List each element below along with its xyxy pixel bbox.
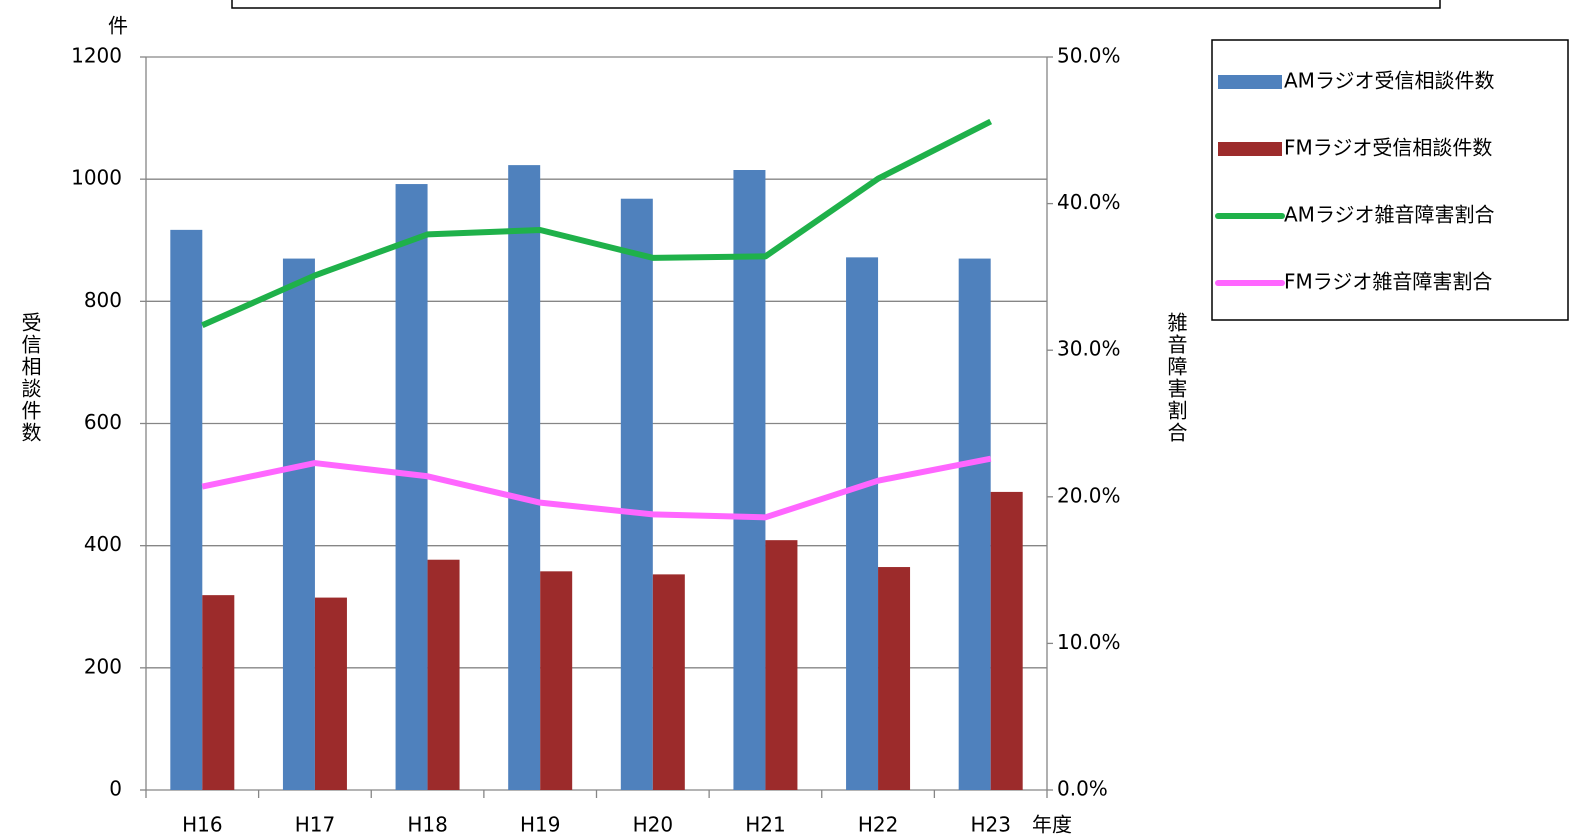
legend-label: AMラジオ受信相談件数: [1284, 69, 1495, 93]
x-tick-label: H18: [407, 813, 448, 837]
bar: [508, 165, 541, 790]
y2-tick-label: 0.0%: [1057, 777, 1108, 801]
bar: [733, 170, 766, 791]
bar: [202, 595, 235, 790]
bar: [878, 567, 911, 790]
y-tick-label: 400: [84, 532, 122, 556]
bar: [427, 559, 460, 790]
y2-tick-label: 20.0%: [1057, 483, 1121, 507]
y-tick-label: 600: [84, 410, 122, 434]
legend-swatch: [1218, 142, 1282, 156]
legend-label: FMラジオ雑音障害割合: [1284, 270, 1492, 294]
bar: [652, 574, 685, 790]
y2-tick-label: 10.0%: [1057, 630, 1121, 654]
bar: [958, 258, 991, 790]
bar: [282, 258, 315, 790]
bar: [395, 184, 428, 790]
y2-tick-label: 30.0%: [1057, 337, 1121, 361]
y2-tick-label: 50.0%: [1057, 44, 1121, 68]
bar: [170, 229, 203, 790]
line: [201, 455, 992, 521]
legend-swatch: [1218, 75, 1282, 89]
y-tick-label: 1000: [71, 166, 122, 190]
y-tick-label: 0: [109, 777, 122, 801]
y-tick-label: 200: [84, 654, 122, 678]
x-tick-label: H20: [633, 813, 674, 837]
bar: [620, 198, 653, 791]
x-tick-label: H22: [858, 813, 899, 837]
legend-label: FMラジオ受信相談件数: [1284, 136, 1492, 160]
y-tick-label: 1200: [71, 44, 122, 68]
bar: [540, 571, 573, 790]
bar: [765, 540, 798, 790]
legend-label: AMラジオ雑音障害割合: [1284, 203, 1495, 227]
bar: [846, 257, 879, 790]
x-tick-label: H23: [970, 813, 1011, 837]
title-box: [231, 0, 1441, 9]
bar: [314, 597, 347, 790]
bar: [990, 491, 1023, 790]
x-tick-label: H16: [182, 813, 223, 837]
x-axis-label: 年度: [1032, 813, 1072, 837]
y-tick-label: 800: [84, 288, 122, 312]
x-tick-label: H19: [520, 813, 561, 837]
x-tick-label: H17: [295, 813, 336, 837]
y-axis-label: 受信相談件数: [18, 312, 42, 444]
y2-tick-label: 40.0%: [1057, 190, 1121, 214]
x-tick-label: H21: [745, 813, 786, 837]
y-unit: 件: [108, 14, 128, 38]
line: [201, 118, 993, 329]
y2-axis-label: 雑音障害割合: [1164, 312, 1188, 444]
